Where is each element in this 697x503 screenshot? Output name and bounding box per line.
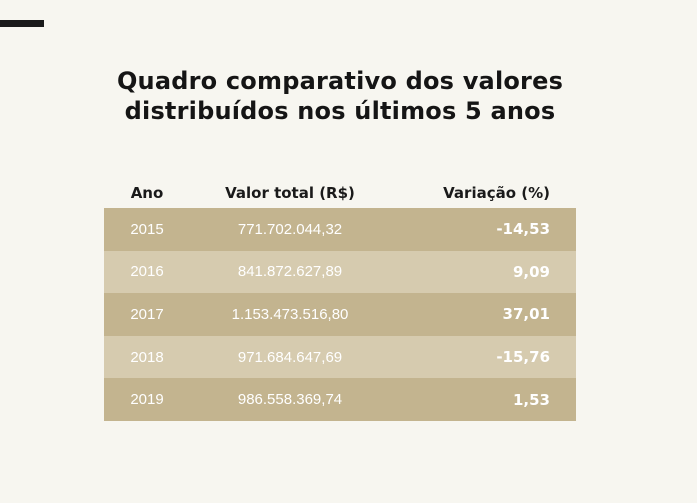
cell-variacao: 9,09 bbox=[512, 262, 550, 281]
cell-variacao: -14,53 bbox=[496, 220, 550, 239]
title-line-1: Quadro comparativo dos valores bbox=[116, 67, 564, 95]
table-row: 2018 971.684.647,69 -15,76 bbox=[104, 335, 576, 379]
cell-ano: 2019 bbox=[130, 391, 164, 409]
cell-valor: 1.153.473.516,80 bbox=[231, 305, 349, 323]
cell-valor: 986.558.369,74 bbox=[237, 391, 343, 409]
page-title: Quadro comparativo dos valores distribuí… bbox=[0, 66, 680, 126]
cell-ano: 2015 bbox=[130, 220, 164, 238]
comparison-table: Ano Valor total (R$) Variação (%) 2015 7… bbox=[104, 178, 576, 421]
table-row: 2017 1.153.473.516,80 37,01 bbox=[104, 293, 576, 336]
table-row: 2015 771.702.044,32 -14,53 bbox=[104, 208, 576, 251]
title-line-2: distribuídos nos últimos 5 anos bbox=[124, 97, 556, 125]
header-variacao: Variação (%) bbox=[443, 184, 550, 202]
cell-valor: 771.702.044,32 bbox=[237, 220, 343, 238]
header-ano: Ano bbox=[130, 184, 164, 202]
cell-valor: 841.872.627,89 bbox=[237, 263, 343, 281]
accent-bar bbox=[0, 20, 44, 27]
cell-ano: 2017 bbox=[130, 305, 164, 323]
table-header: Ano Valor total (R$) Variação (%) bbox=[104, 178, 576, 208]
cell-variacao: 37,01 bbox=[502, 305, 550, 324]
cell-ano: 2018 bbox=[130, 348, 164, 366]
table-row: 2016 841.872.627,89 9,09 bbox=[104, 250, 576, 294]
cell-variacao: -15,76 bbox=[496, 348, 550, 367]
cell-variacao: 1,53 bbox=[512, 390, 550, 409]
header-valor-total: Valor total (R$) bbox=[225, 184, 355, 202]
cell-ano: 2016 bbox=[130, 263, 164, 281]
table-row: 2019 986.558.369,74 1,53 bbox=[104, 378, 576, 421]
cell-valor: 971.684.647,69 bbox=[237, 348, 343, 366]
